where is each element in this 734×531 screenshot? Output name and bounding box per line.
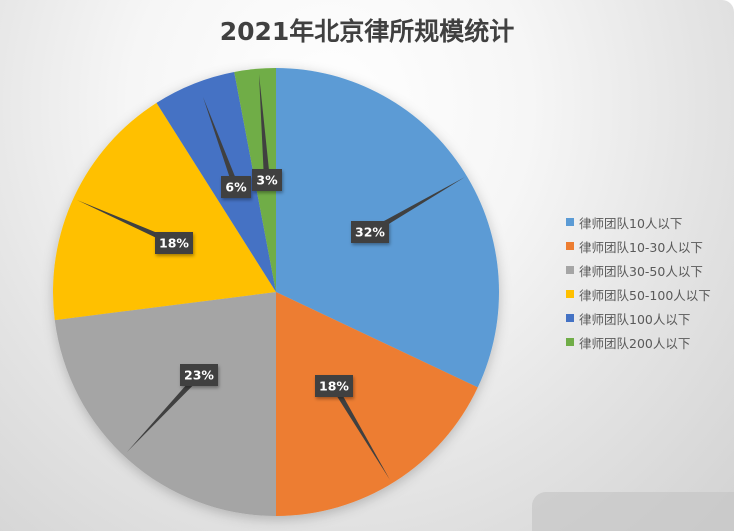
leader-line [127,372,202,452]
legend-label: 律师团队100人以下 [579,311,691,327]
legend-label: 律师团队10人以下 [579,215,683,231]
legend-label: 律师团队30-50人以下 [579,263,703,279]
legend-swatch-icon [566,218,574,226]
legend-swatch-icon [566,314,574,322]
pie-slice [276,292,478,516]
data-label-box [180,364,218,386]
legend-swatch-icon [566,266,574,274]
legend-label: 律师团队200人以下 [579,335,691,351]
legend-item: 律师团队10-30人以下 [566,234,726,258]
legend-item: 律师团队50-100人以下 [566,282,726,306]
leader-line [203,97,239,189]
data-label-box [315,375,353,397]
leader-line [331,384,390,480]
watermark-smudge [532,492,734,531]
data-label-box [221,176,251,198]
data-label-box [252,169,282,191]
legend-swatch-icon [566,338,574,346]
data-label: 23% [184,368,214,383]
data-label-box [351,221,389,243]
chart-legend: 律师团队10人以下 律师团队10-30人以下 律师团队30-50人以下 律师团队… [566,210,726,354]
legend-item: 律师团队100人以下 [566,306,726,330]
pie-slice [156,71,276,293]
data-label: 6% [225,180,247,195]
legend-swatch-icon [566,242,574,250]
leader-line [77,200,176,246]
legend-item: 律师团队200人以下 [566,330,726,354]
pie-slice [54,292,276,516]
data-label: 32% [355,225,385,240]
data-label: 18% [319,379,349,394]
data-label: 3% [256,173,278,188]
data-label-box [155,232,193,254]
legend-label: 律师团队10-30人以下 [579,239,703,255]
legend-label: 律师团队50-100人以下 [579,287,711,303]
chart-title: 2021年北京律所规模统计 [219,17,515,46]
legend-item: 律师团队10人以下 [566,210,726,234]
data-label: 18% [159,236,189,251]
pie-slice [52,102,276,321]
leader-line [368,177,465,235]
legend-item: 律师团队30-50人以下 [566,258,726,282]
leader-line [259,74,270,181]
legend-swatch-icon [566,290,574,298]
